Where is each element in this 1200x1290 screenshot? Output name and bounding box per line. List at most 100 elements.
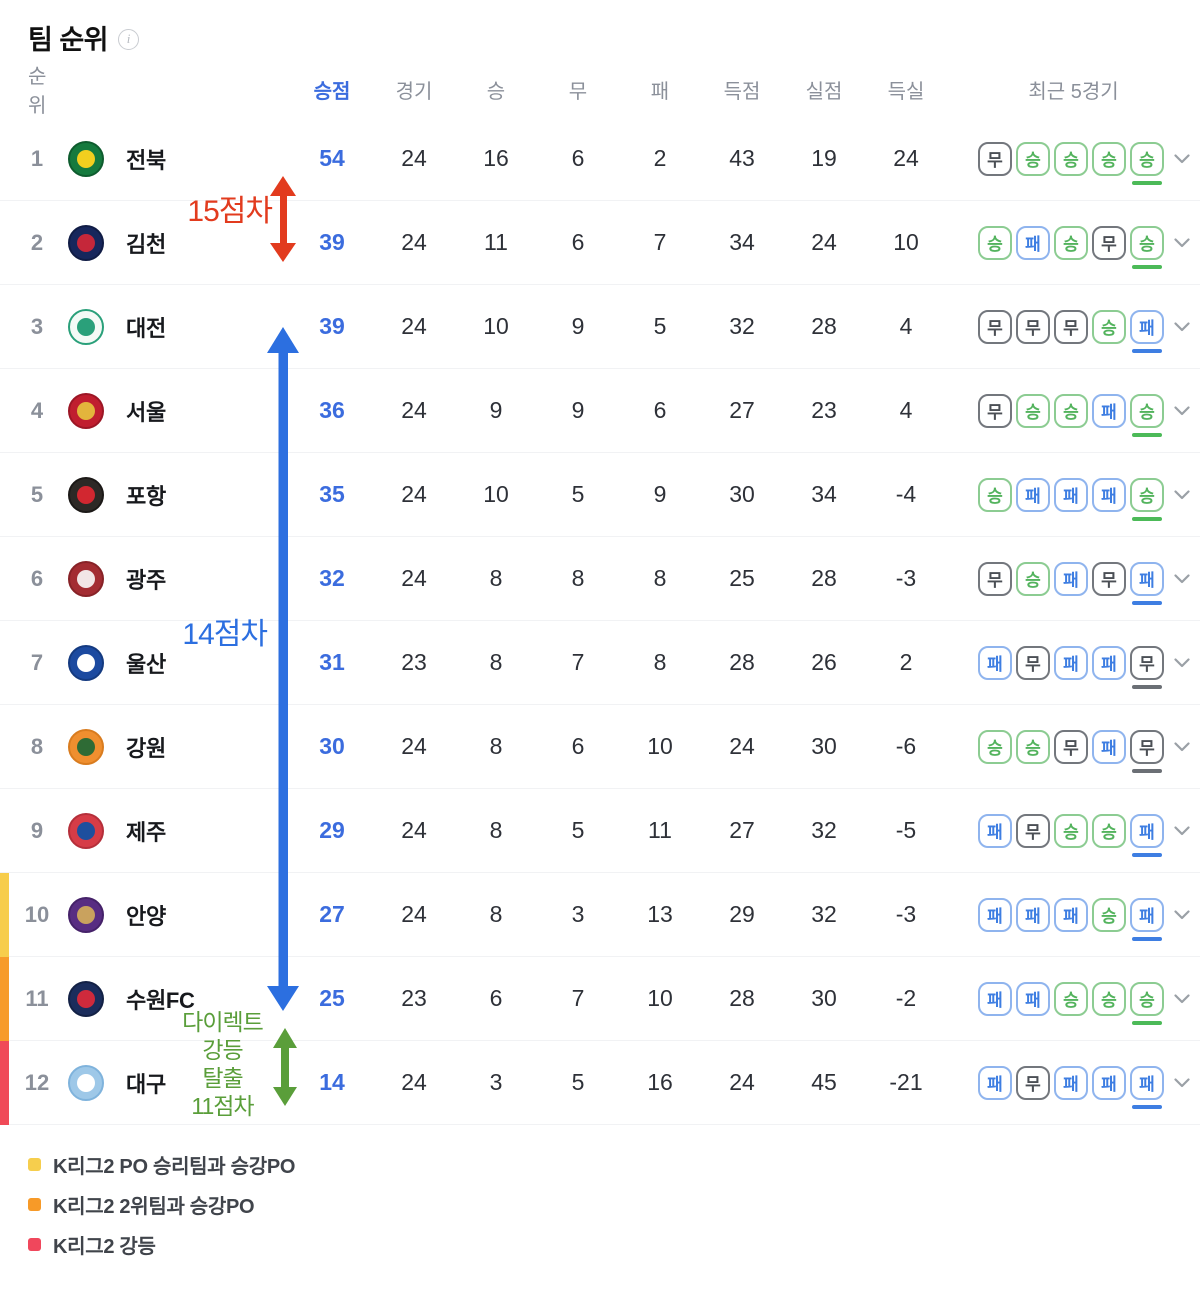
losses-value: 8 — [653, 649, 667, 675]
chevron-down-icon[interactable] — [1174, 405, 1190, 416]
rank-number: 8 — [30, 733, 44, 759]
team-logo — [68, 896, 104, 933]
result-badge-win: 승 — [1016, 141, 1050, 176]
team-name[interactable]: 포항 — [126, 483, 166, 509]
team-name[interactable]: 서울 — [126, 399, 166, 425]
games-value: 23 — [401, 985, 427, 1011]
result-badge-loss: 패 — [978, 813, 1012, 848]
result-badge-win: 승 — [1092, 897, 1126, 932]
games-value: 24 — [401, 1069, 427, 1095]
chevron-down-icon[interactable] — [1174, 741, 1190, 752]
chevron-down-icon[interactable] — [1174, 993, 1190, 1004]
header-recent5: 최근 5경기 — [1028, 80, 1119, 103]
team-name[interactable]: 제주 — [126, 819, 166, 845]
result-badge-draw: 무 — [1092, 561, 1126, 596]
wins-value: 9 — [489, 397, 503, 423]
goals-against-value: 32 — [811, 817, 837, 843]
points-value: 36 — [319, 397, 345, 423]
goal-diff-value: -6 — [895, 733, 917, 759]
chevron-down-icon[interactable] — [1174, 573, 1190, 584]
team-name[interactable]: 김천 — [126, 231, 166, 257]
points-value: 30 — [319, 733, 345, 759]
team-name[interactable]: 대구 — [126, 1071, 166, 1097]
points-value: 54 — [319, 145, 345, 171]
team-logo — [68, 224, 104, 261]
header-points[interactable]: 승점 — [313, 80, 351, 103]
losses-value: 13 — [647, 901, 673, 927]
team-logo-accent — [77, 569, 95, 588]
draws-value: 6 — [571, 733, 585, 759]
chevron-down-icon[interactable] — [1174, 489, 1190, 500]
draws-value: 8 — [571, 565, 585, 591]
draws-value: 6 — [571, 229, 585, 255]
team-name[interactable]: 안양 — [126, 903, 166, 929]
result-badge-loss: 패 — [1016, 477, 1050, 512]
chevron-down-icon[interactable] — [1174, 321, 1190, 332]
team-logo-accent — [77, 1073, 95, 1092]
team-name[interactable]: 대전 — [126, 315, 166, 341]
result-badge-win: 승 — [1130, 477, 1164, 521]
latest-result-underline — [1132, 852, 1162, 857]
latest-result-underline — [1132, 768, 1162, 773]
chevron-down-icon[interactable] — [1174, 657, 1190, 668]
rank-number: 5 — [30, 481, 44, 507]
draws-value: 9 — [571, 313, 585, 339]
goal-diff-value: 24 — [893, 145, 919, 171]
chevron-down-icon[interactable] — [1174, 909, 1190, 920]
team-logo-accent — [77, 653, 95, 672]
team-name[interactable]: 울산 — [126, 651, 166, 677]
wins-value: 10 — [483, 313, 509, 339]
goal-diff-value: -2 — [895, 985, 917, 1011]
header-losses[interactable]: 패 — [650, 80, 670, 103]
goals-against-value: 26 — [811, 649, 837, 675]
goals-for-value: 30 — [729, 481, 755, 507]
chevron-down-icon[interactable] — [1174, 1077, 1190, 1088]
goals-against-value: 28 — [811, 565, 837, 591]
team-name[interactable]: 강원 — [126, 735, 166, 761]
goals-against-value: 30 — [811, 733, 837, 759]
result-badge-loss: 패 — [1092, 393, 1126, 428]
chevron-down-icon[interactable] — [1174, 825, 1190, 836]
rank-number: 11 — [25, 985, 49, 1011]
goals-against-value: 24 — [811, 229, 837, 255]
losses-value: 11 — [648, 817, 672, 843]
team-logo-accent — [77, 317, 95, 336]
result-badge-loss: 패 — [1054, 561, 1088, 596]
goals-for-value: 43 — [729, 145, 755, 171]
team-logo — [68, 812, 104, 849]
draws-value: 5 — [571, 1069, 585, 1095]
result-badge-win: 승 — [1054, 813, 1088, 848]
goal-diff-value: 4 — [899, 313, 913, 339]
header-draws[interactable]: 무 — [568, 80, 588, 103]
rank-number: 9 — [30, 817, 44, 843]
header-games[interactable]: 경기 — [395, 80, 433, 103]
team-logo — [68, 980, 104, 1017]
rank-number: 3 — [30, 313, 44, 339]
header-goal-diff[interactable]: 득실 — [887, 80, 925, 103]
header-goals-for[interactable]: 득점 — [723, 80, 761, 103]
header-goals-against[interactable]: 실점 — [805, 80, 843, 103]
games-value: 24 — [401, 565, 427, 591]
info-icon[interactable]: i — [118, 28, 140, 50]
chevron-down-icon[interactable] — [1174, 153, 1190, 164]
games-value: 24 — [401, 481, 427, 507]
rank-number: 6 — [30, 565, 44, 591]
team-name[interactable]: 광주 — [126, 567, 166, 593]
team-name[interactable]: 전북 — [126, 147, 166, 173]
result-badge-win: 승 — [1092, 141, 1126, 176]
latest-result-underline — [1132, 180, 1162, 185]
relegation-zone-bar — [0, 1041, 9, 1125]
result-badge-draw: 무 — [1054, 729, 1088, 764]
result-badge-win: 승 — [1130, 225, 1164, 269]
team-name[interactable]: 수원FC — [126, 987, 195, 1013]
header-wins[interactable]: 승 — [486, 80, 506, 103]
chevron-down-icon[interactable] — [1174, 237, 1190, 248]
result-badge-win: 승 — [1130, 141, 1164, 185]
result-badge-loss: 패 — [978, 1065, 1012, 1100]
